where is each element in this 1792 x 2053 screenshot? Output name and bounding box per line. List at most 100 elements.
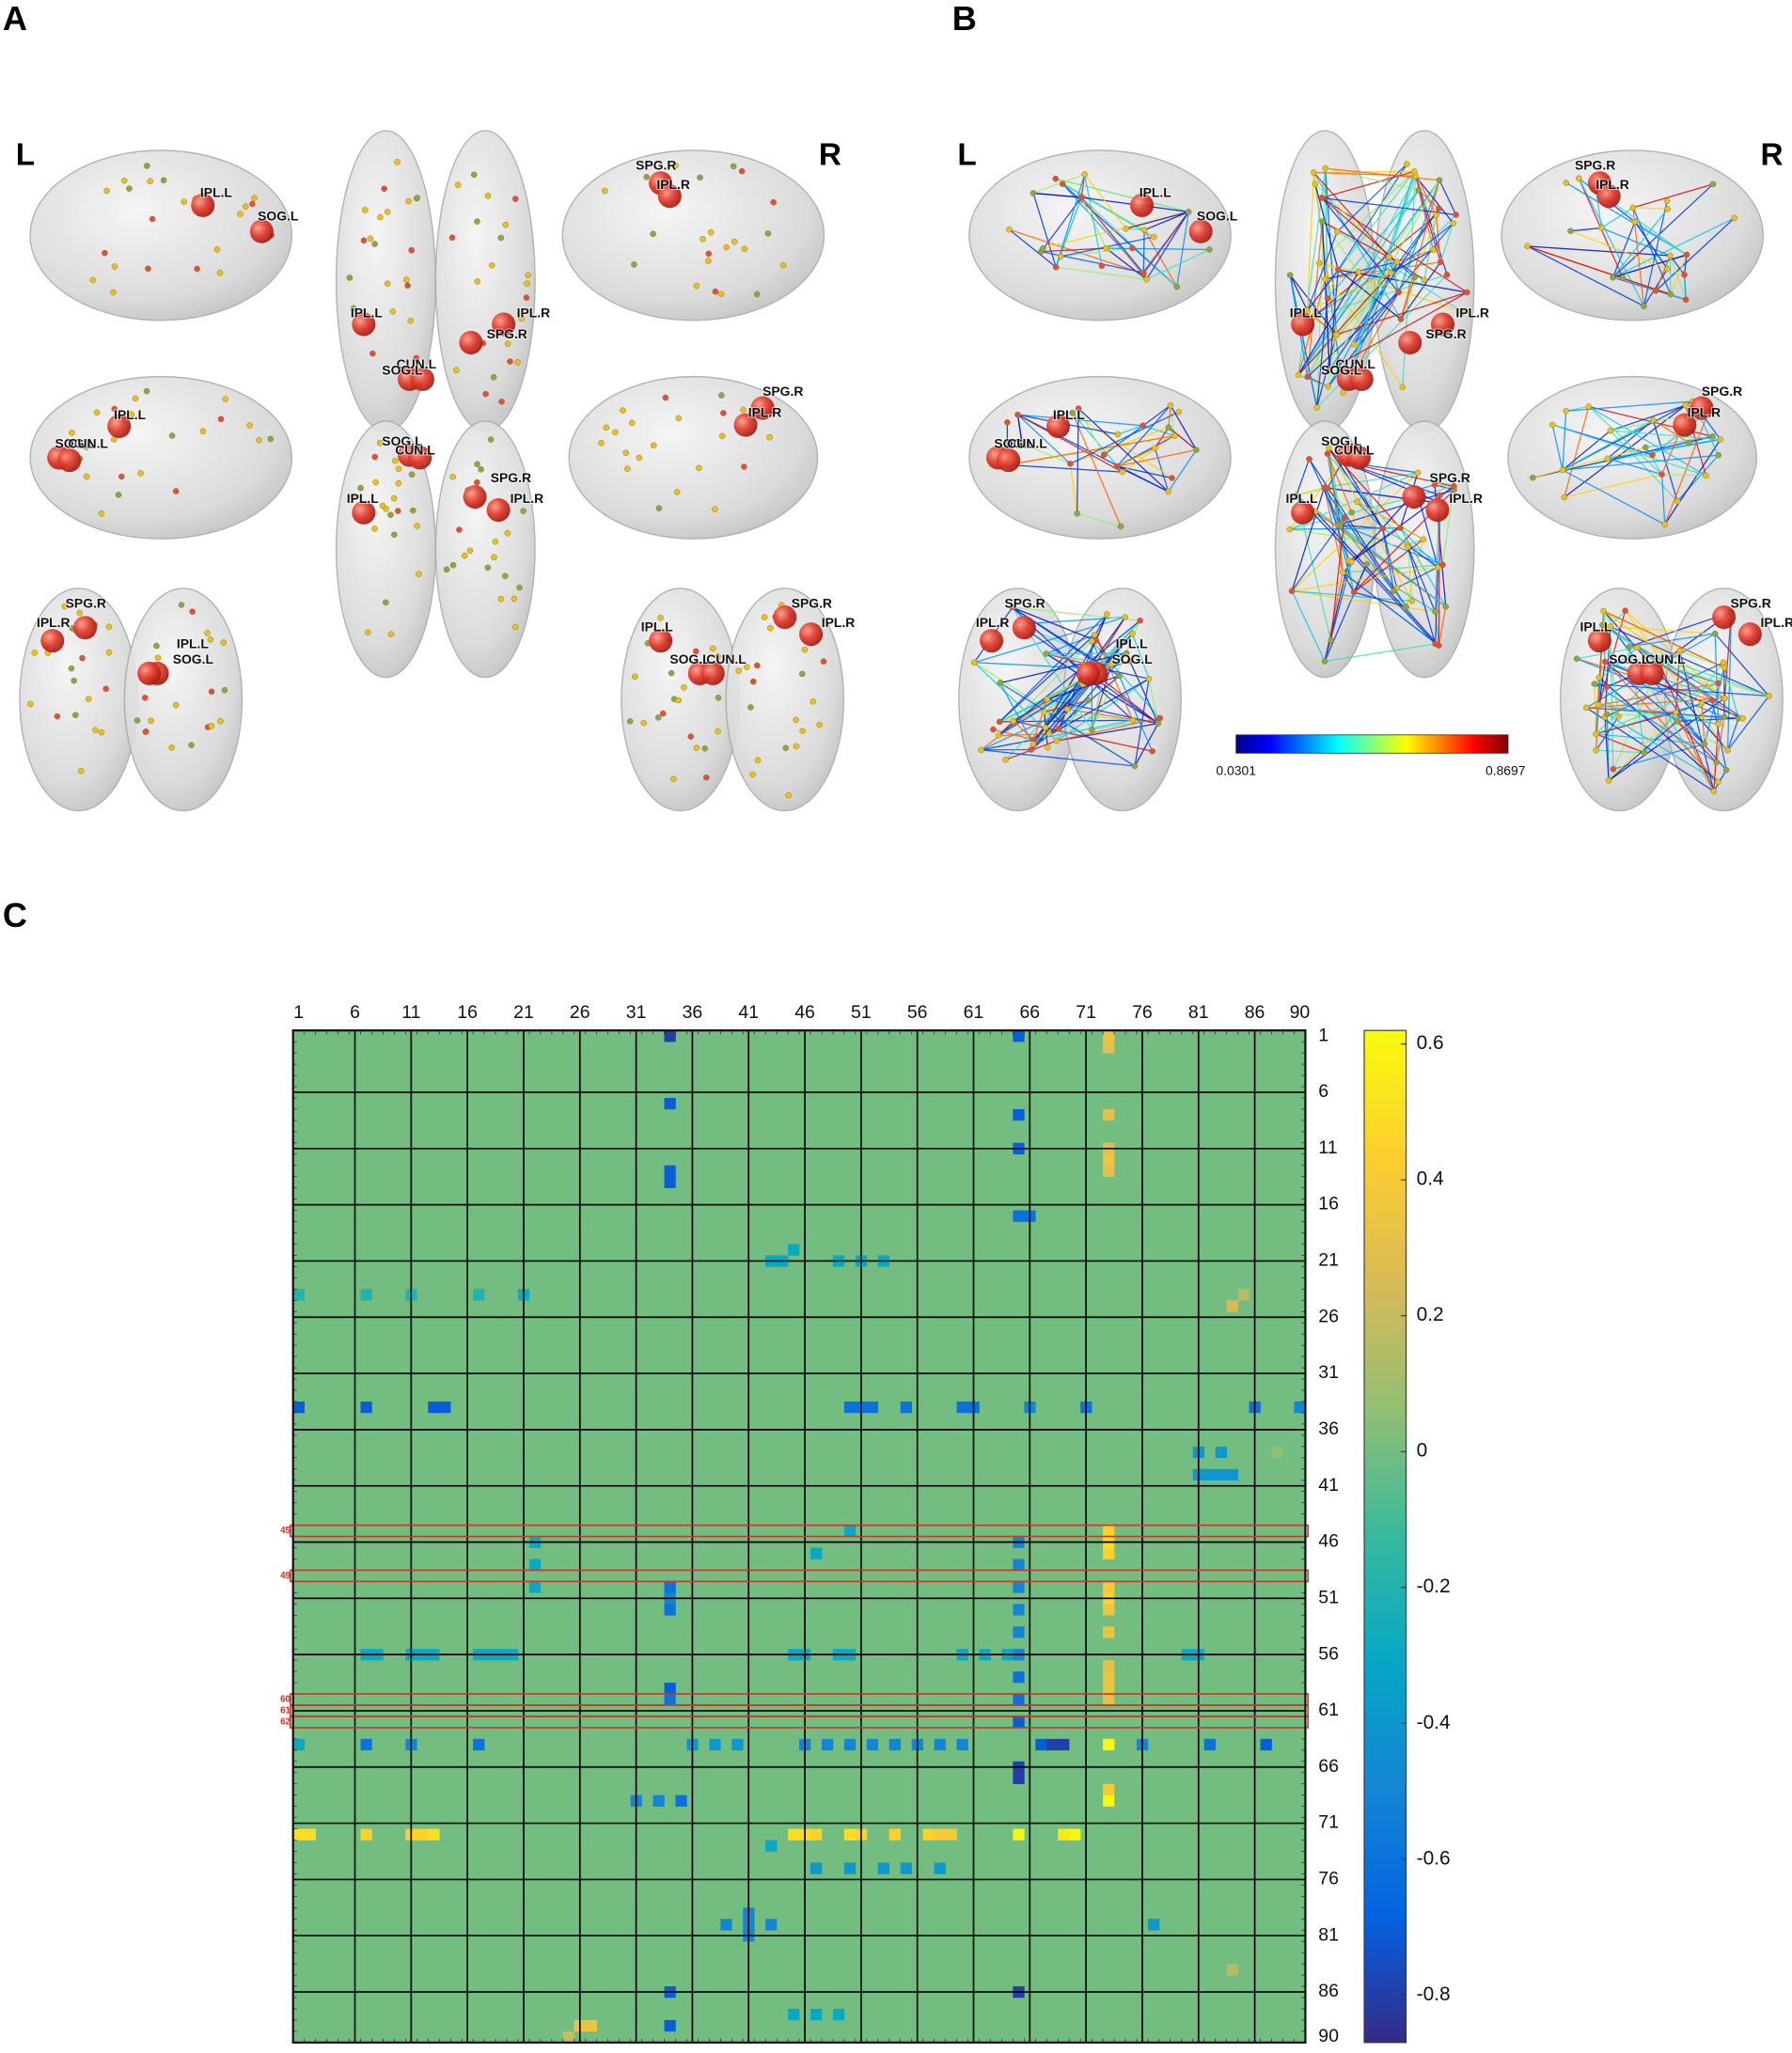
brain-node xyxy=(1092,631,1098,638)
brain-node xyxy=(1002,756,1009,763)
brain-node xyxy=(1710,788,1718,795)
matrix-cell xyxy=(1226,1300,1238,1312)
matrix-cell xyxy=(652,1794,665,1807)
brain-node xyxy=(1126,657,1134,665)
brain-node xyxy=(1322,275,1328,283)
connection-edge xyxy=(1415,175,1454,224)
roi-label: IPL.R xyxy=(1455,306,1489,321)
brain-node xyxy=(636,454,643,462)
brain-node xyxy=(105,649,113,656)
connection-edge xyxy=(1625,610,1729,751)
connection-edge xyxy=(1289,274,1337,336)
brain-node xyxy=(484,564,492,572)
brain-node xyxy=(1442,603,1450,610)
connection-edge xyxy=(1328,447,1413,602)
brain-node xyxy=(168,432,176,439)
connection-edge xyxy=(1594,683,1717,763)
brain-node xyxy=(511,595,518,603)
roi-sphere xyxy=(773,605,797,630)
brain-node xyxy=(1009,603,1016,611)
brain-node xyxy=(650,442,657,448)
brain-node xyxy=(387,511,394,518)
brain-node xyxy=(1155,720,1162,727)
brain-node xyxy=(1451,482,1457,490)
brain-node xyxy=(1075,405,1082,412)
brain-node xyxy=(449,473,456,480)
brain-node xyxy=(143,729,149,735)
connection-edge xyxy=(1423,214,1438,280)
brain-node xyxy=(1052,263,1060,271)
colorbar-tick-label: 0 xyxy=(1417,1440,1428,1462)
connection-edge xyxy=(1046,675,1120,700)
brain-node xyxy=(242,203,249,211)
brain-node xyxy=(1604,455,1611,462)
roi-sphere xyxy=(40,629,65,653)
brain-node xyxy=(1313,404,1320,411)
matrix-cell xyxy=(1046,1738,1059,1751)
roi-label: SOG.L xyxy=(1112,651,1154,666)
connection-edge xyxy=(1142,212,1189,274)
brain-node xyxy=(1140,422,1146,429)
brain-node xyxy=(172,488,180,494)
roi-label: SPG.R xyxy=(1004,595,1045,610)
brain-node xyxy=(799,728,806,734)
brain-node xyxy=(640,719,648,727)
connection-edge xyxy=(1655,255,1672,291)
brain-node xyxy=(1067,461,1074,467)
brain-node xyxy=(1673,709,1679,715)
matrix-cell xyxy=(439,1401,451,1414)
brain-node xyxy=(154,654,162,661)
connection-edge xyxy=(1061,183,1155,238)
connection-edge xyxy=(1072,412,1122,527)
brain-node xyxy=(1610,765,1617,773)
colorbar-tick-label: -0.2 xyxy=(1417,1575,1451,1597)
brain-node xyxy=(659,710,667,717)
brain-node xyxy=(115,492,122,498)
brain-node xyxy=(662,394,669,401)
matrix-cell xyxy=(675,1794,687,1807)
matrix-cell xyxy=(1058,1828,1070,1841)
matrix-cell xyxy=(1203,1468,1216,1481)
brain-node xyxy=(484,193,492,199)
connection-edge xyxy=(1091,619,1141,730)
connection-edge xyxy=(1308,458,1407,607)
brain-node xyxy=(1599,621,1606,629)
brain-node xyxy=(632,673,638,681)
connection-edge xyxy=(1013,720,1034,741)
brain-node xyxy=(1701,741,1708,747)
connection-edge xyxy=(1125,211,1189,229)
connection-edge xyxy=(1336,291,1468,336)
connection-edge xyxy=(981,739,1034,751)
connection-edge xyxy=(1570,230,1668,270)
connection-edge xyxy=(1313,172,1402,320)
matrix-cell xyxy=(1103,1694,1115,1706)
brain-node xyxy=(1600,607,1607,615)
brain-node xyxy=(497,234,505,242)
roi-sphere xyxy=(107,414,132,439)
brain-node xyxy=(498,399,505,405)
brain-node xyxy=(68,665,75,672)
brain-node xyxy=(1721,664,1728,671)
connection-edge xyxy=(1154,447,1170,493)
brain-node xyxy=(256,436,262,444)
brain-node xyxy=(1397,525,1404,531)
roi-label: IPL.L xyxy=(351,306,383,321)
connection-edge xyxy=(1632,207,1668,210)
brain-node xyxy=(518,315,526,322)
panel-label: A xyxy=(3,0,27,38)
connection-edge xyxy=(1607,438,1721,460)
highlight-label: 60 xyxy=(280,1695,291,1705)
brain-node xyxy=(416,571,422,577)
brain-node xyxy=(1052,175,1060,182)
brain-node xyxy=(705,250,713,258)
matrix-cell xyxy=(1271,1446,1283,1459)
brain-node xyxy=(1018,440,1026,447)
brain-node xyxy=(1122,614,1129,620)
brain-node xyxy=(1766,693,1772,699)
brain-node xyxy=(1683,251,1690,259)
connection-edge xyxy=(1603,610,1725,699)
brain-node xyxy=(761,614,768,620)
matrix-cell xyxy=(788,1828,800,1841)
connection-edge xyxy=(1596,682,1719,735)
